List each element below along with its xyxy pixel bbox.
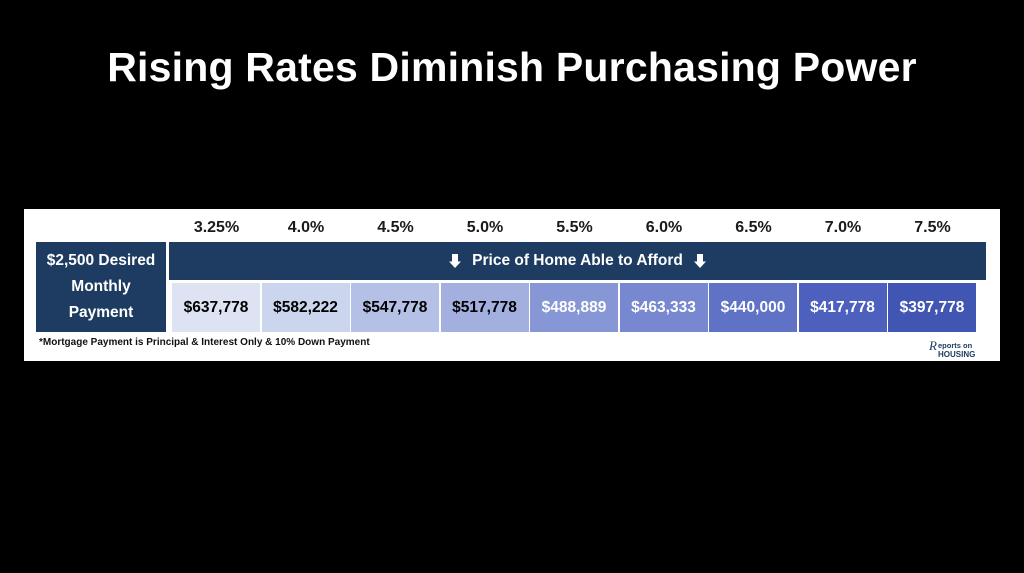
price-cell: $517,778 — [440, 283, 529, 332]
logo-line1: eports on — [938, 341, 973, 350]
row-label-box: $2,500 Desired Monthly Payment — [36, 242, 166, 332]
page-title: Rising Rates Diminish Purchasing Power — [107, 44, 917, 90]
rate-label: 6.0% — [645, 219, 683, 236]
row-label-line3: Payment — [68, 304, 134, 321]
price-header-bar: Price of Home Able to Afford — [169, 242, 986, 280]
price-cell: $463,333 — [619, 283, 708, 332]
down-arrow-icon — [448, 253, 462, 269]
rate-label: 5.5% — [556, 219, 593, 236]
price-cell: $637,778 — [172, 283, 260, 332]
rate-label: 3.25% — [193, 219, 240, 236]
logo-line2: HOUSING — [938, 350, 975, 359]
rate-label: 4.5% — [377, 219, 414, 236]
logo-r: R — [928, 338, 937, 353]
rate-label: 4.0% — [287, 219, 325, 236]
row-label-line1: $2,500 Desired — [46, 252, 156, 269]
rate-label: 7.0% — [824, 219, 862, 236]
rate-label: 6.5% — [735, 219, 772, 236]
reports-on-housing-logo: R eports on HOUSING — [928, 338, 988, 360]
rate-label: 5.0% — [466, 219, 504, 236]
rate-label: 7.5% — [914, 219, 951, 236]
price-cell: $488,889 — [530, 283, 618, 332]
price-cell: $397,778 — [888, 283, 976, 332]
footnote: *Mortgage Payment is Principal & Interes… — [39, 337, 370, 348]
price-cell: $417,778 — [798, 283, 887, 332]
price-cell: $440,000 — [709, 283, 797, 332]
down-arrow-icon — [693, 253, 707, 269]
price-header-label: Price of Home Able to Afford — [472, 252, 683, 269]
row-label-line2: Monthly — [71, 278, 131, 295]
price-cell: $547,778 — [351, 283, 439, 332]
price-cell: $582,222 — [261, 283, 350, 332]
